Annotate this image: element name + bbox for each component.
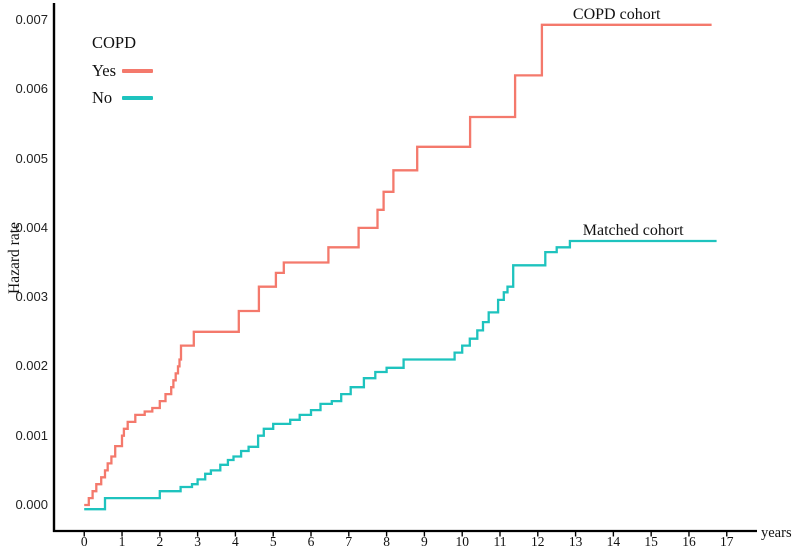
x-tick-label: 5 bbox=[269, 534, 277, 548]
curve-copd-cohort bbox=[84, 23, 712, 507]
x-tick-label: 6 bbox=[307, 534, 315, 548]
y-tick-label: 0.006 bbox=[15, 81, 48, 97]
y-tick-label: 0.003 bbox=[15, 289, 48, 305]
x-tick-label: 2 bbox=[156, 534, 164, 548]
legend-label-yes: Yes bbox=[92, 61, 117, 80]
x-tick-label: 7 bbox=[345, 534, 353, 548]
x-tick-label: 16 bbox=[682, 534, 696, 548]
y-tick-label: 0.001 bbox=[15, 427, 48, 443]
x-tick-label: 11 bbox=[493, 534, 507, 548]
legend-line-no-swatch bbox=[122, 96, 153, 100]
x-tick-label: 1 bbox=[118, 534, 126, 548]
y-tick-label: 0.000 bbox=[15, 497, 48, 513]
y-tick-label: 0.005 bbox=[15, 150, 48, 166]
x-tick-label: 9 bbox=[421, 534, 428, 548]
legend: COPD Yes No bbox=[92, 33, 153, 107]
x-tick-label: 0 bbox=[80, 534, 88, 548]
x-tick-label: 8 bbox=[383, 534, 390, 548]
legend-title: COPD bbox=[92, 33, 137, 52]
legend-item-yes: Yes bbox=[92, 61, 153, 80]
x-tick-label: 13 bbox=[568, 534, 583, 548]
x-tick-label: 10 bbox=[455, 534, 469, 548]
annotation-copd-cohort: COPD cohort bbox=[572, 6, 661, 24]
legend-line-yes-swatch bbox=[122, 69, 153, 73]
x-tick-label: 15 bbox=[644, 534, 658, 548]
legend-item-no: No bbox=[92, 88, 153, 107]
curve-matched-cohort bbox=[84, 239, 717, 511]
legend-label-no: No bbox=[92, 88, 113, 107]
x-tick-label: 14 bbox=[606, 534, 621, 548]
x-tick-label: 3 bbox=[194, 534, 201, 548]
x-axis-unit-label: years bbox=[761, 525, 792, 541]
y-tick-label: 0.004 bbox=[15, 219, 48, 235]
y-tick-label: 0.007 bbox=[15, 11, 48, 27]
x-tick-label: 17 bbox=[720, 534, 734, 548]
x-tick-label: 4 bbox=[232, 534, 239, 548]
annotation-matched-cohort: Matched cohort bbox=[582, 221, 684, 239]
x-tick-label: 12 bbox=[531, 534, 545, 548]
y-tick-label: 0.002 bbox=[15, 358, 48, 374]
